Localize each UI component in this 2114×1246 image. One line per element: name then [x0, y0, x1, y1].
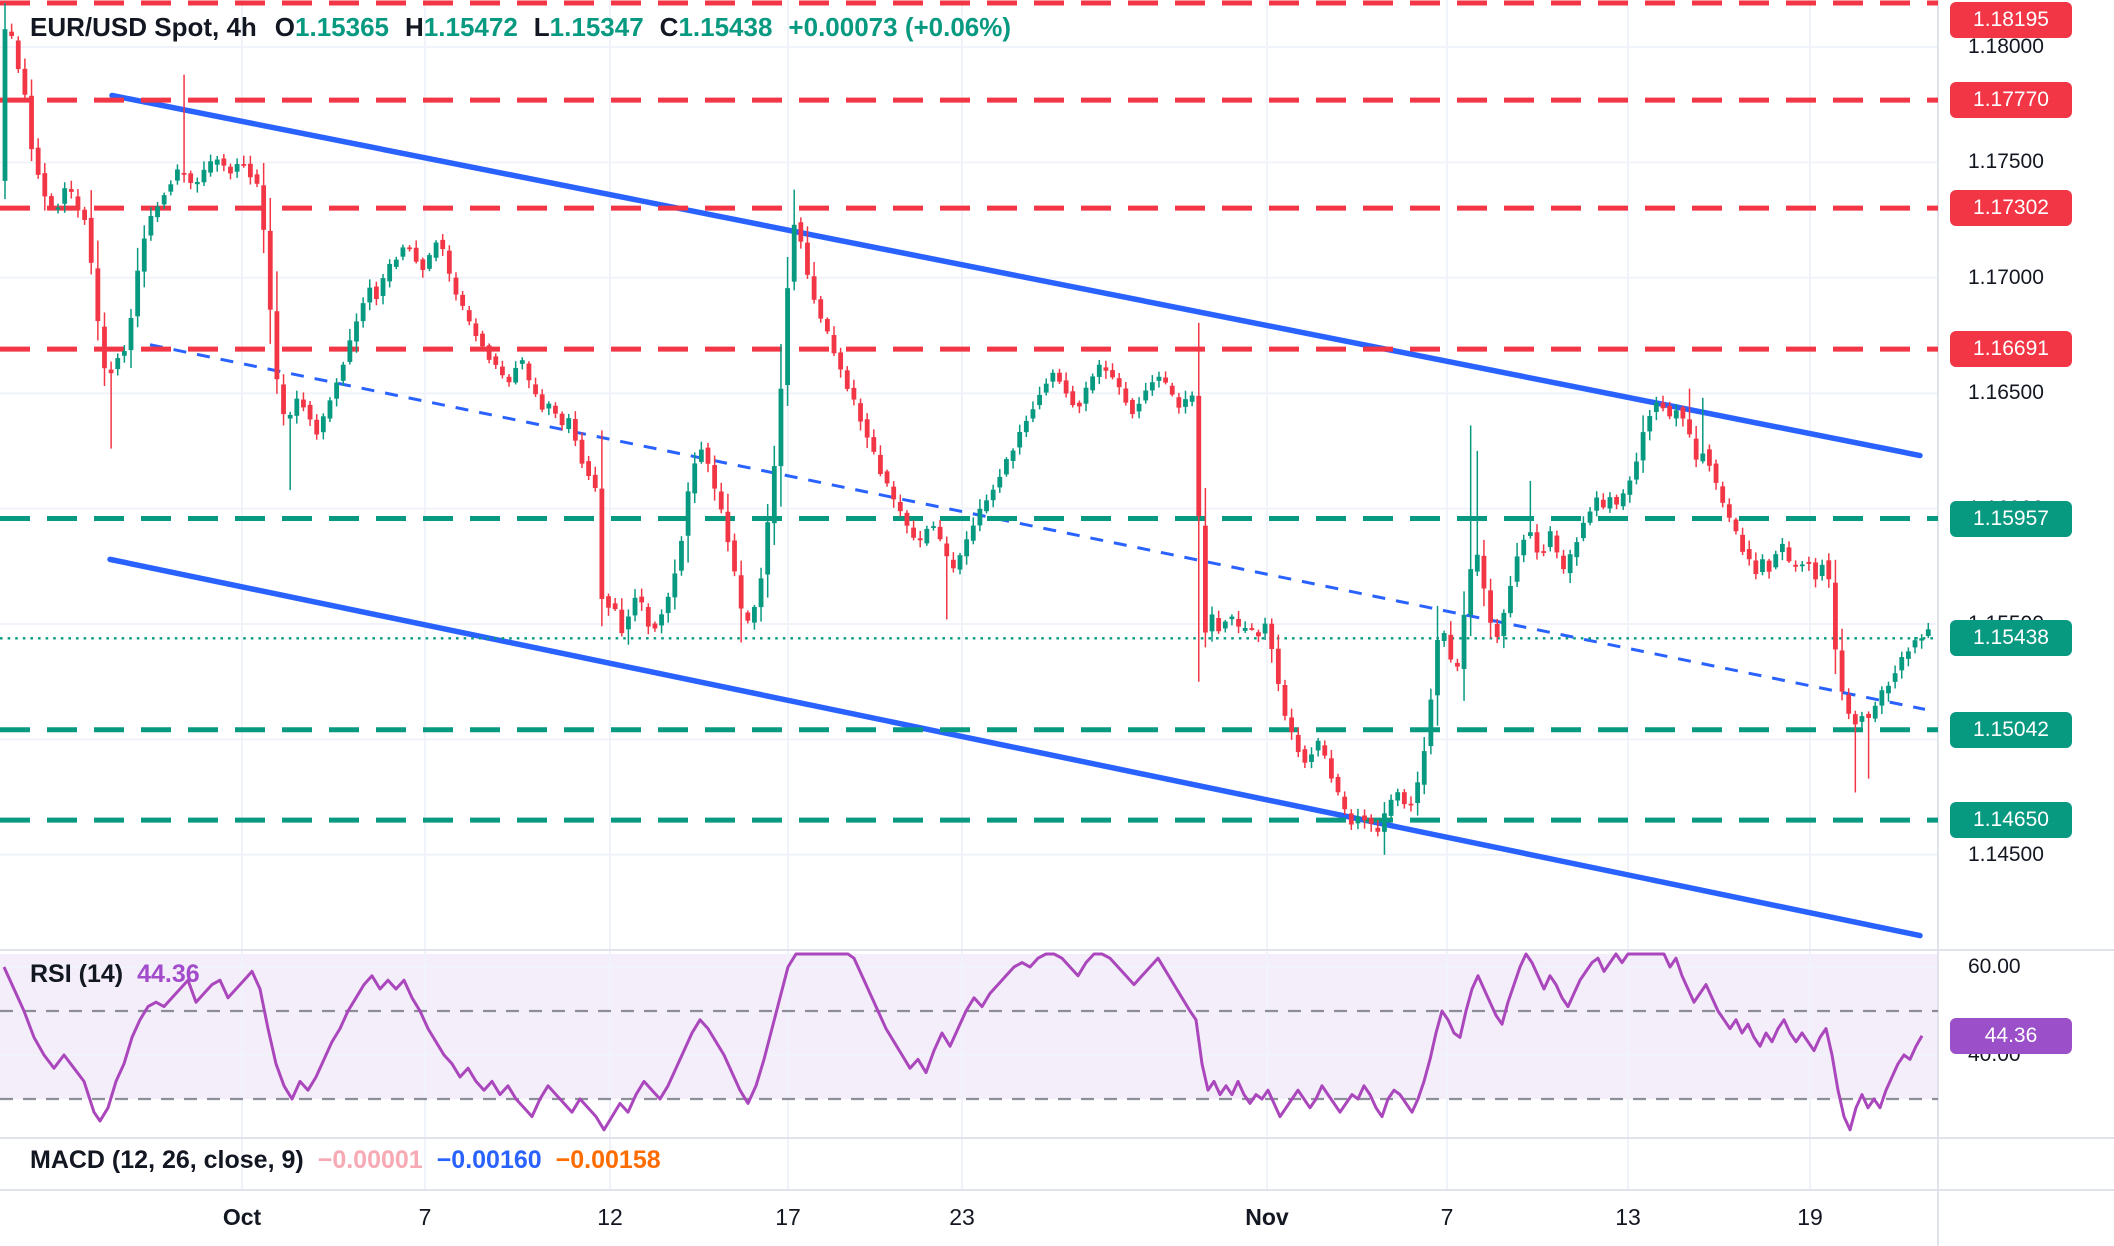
macd-histogram-value: −0.00001 [317, 1146, 423, 1174]
rsi-scale-label: 60.00 [1968, 955, 2021, 978]
macd-name: MACD (12, 26, close, 9) [30, 1146, 304, 1174]
price-scale-label: 1.18000 [1968, 35, 2044, 58]
time-axis-label: 12 [597, 1204, 623, 1230]
rsi-value: 44.36 [137, 960, 200, 988]
macd-signal-value: −0.00158 [555, 1146, 661, 1174]
rsi-value-badge: 44.36 [1950, 1017, 2072, 1054]
rsi-layer [0, 952, 1938, 1132]
support-price-badge: 1.15042 [1950, 711, 2072, 748]
time-axis-label: Nov [1245, 1204, 1289, 1230]
change-value: +0.00073 (+0.06%) [788, 12, 1012, 42]
resistance-price-badge: 1.18195 [1950, 2, 2072, 38]
open-value: 1.15365 [295, 12, 390, 42]
time-axis-label: 17 [775, 1204, 801, 1230]
price-scale-label: 1.14500 [1968, 842, 2044, 866]
price-scale-label: 1.17000 [1968, 265, 2044, 289]
high-label: H [405, 12, 424, 42]
time-axis-label: 7 [1440, 1204, 1454, 1230]
close-label: C [659, 12, 679, 42]
rsi-name: RSI (14) [30, 960, 124, 988]
time-axis-label: 23 [949, 1204, 975, 1230]
macd-legend[interactable]: MACD (12, 26, close, 9) −0.00001 −0.00160−… [30, 1146, 661, 1175]
low-label: L [533, 12, 550, 42]
trend-channel [107, 92, 1926, 939]
support-price-badge: 1.14650 [1950, 802, 2072, 839]
macd-line-value: −0.00160 [436, 1146, 542, 1174]
rsi-band [0, 954, 1938, 1099]
grid-layer [0, 0, 1938, 1190]
time-axis[interactable]: Oct 7 12 17 23 Nov 7 13 19 [0, 1192, 2114, 1246]
price-levels [0, 0, 1938, 823]
open-label: O [274, 12, 296, 42]
symbol-title: EUR/USD Spot, 4h [30, 12, 257, 42]
resistance-price-badge: 1.16691 [1950, 331, 2072, 368]
resistance-price-badge: 1.17302 [1950, 190, 2072, 227]
support-price-badge: 1.15957 [1950, 500, 2072, 537]
rsi-line [2, 952, 1924, 1132]
time-axis-label: 13 [1615, 1204, 1641, 1230]
channel-lower-line [107, 556, 1923, 939]
high-value: 1.15472 [423, 12, 518, 42]
resistance-price-badge: 1.17770 [1950, 82, 2072, 119]
candlestick-layer [2, 3, 1931, 855]
price-scale-label: 1.17500 [1968, 150, 2044, 174]
channel-upper-line [109, 92, 1923, 459]
close-value: 1.15438 [678, 12, 773, 42]
time-axis-label: 19 [1797, 1204, 1823, 1230]
current-price-badge: 1.15438 [1950, 620, 2072, 657]
low-value: 1.15347 [549, 12, 644, 42]
symbol-legend[interactable]: EUR/USD Spot, 4h O1.15365 H1.15472 L1.15347… [30, 12, 1011, 43]
price-scale-label: 1.16500 [1968, 381, 2044, 405]
time-axis-label: Oct [222, 1204, 262, 1230]
rsi-legend[interactable]: RSI (14) 44.36 [30, 960, 200, 989]
time-axis-label: 7 [418, 1204, 432, 1230]
price-scale[interactable]: 1.180001.175001.170001.165001.160001.155… [1938, 0, 2114, 1246]
